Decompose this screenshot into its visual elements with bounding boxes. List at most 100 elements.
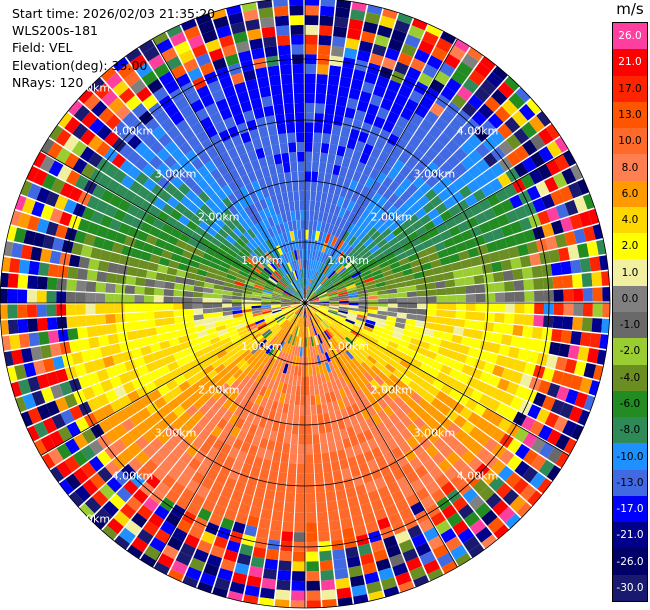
colorbar-label: -2.0 (619, 345, 641, 358)
range-gate (142, 520, 159, 537)
range-gate (303, 268, 305, 279)
range-gate (318, 384, 325, 395)
range-gate (346, 283, 356, 290)
range-gate (236, 358, 247, 369)
range-gate (217, 567, 234, 582)
range-gate (305, 288, 307, 299)
range-gate (180, 398, 193, 411)
range-gate (441, 560, 458, 575)
range-gate (398, 339, 410, 349)
range-gate (72, 450, 88, 467)
range-gate (207, 332, 219, 340)
range-gate (96, 324, 108, 336)
range-gate (350, 268, 360, 276)
range-gate (283, 373, 290, 385)
range-gate (364, 176, 376, 189)
range-gate (279, 182, 287, 194)
range-gate (307, 269, 311, 279)
range-gate (209, 111, 223, 125)
range-gate (294, 512, 305, 523)
range-gate (305, 190, 311, 201)
range-gate (243, 317, 254, 323)
range-gate (490, 459, 507, 476)
range-gate (375, 171, 387, 184)
range-gate (313, 283, 321, 292)
range-gate (279, 352, 286, 363)
range-gate (349, 128, 360, 141)
range-gate (296, 483, 305, 494)
range-gate (278, 202, 286, 214)
range-gate (297, 229, 302, 240)
range-gate (222, 257, 233, 266)
range-gate (89, 77, 105, 93)
range-gate (291, 271, 297, 281)
range-gate (230, 379, 241, 391)
range-gate (464, 276, 475, 286)
range-gate (536, 111, 551, 127)
range-gate (458, 504, 474, 520)
range-gate (142, 242, 155, 254)
range-gate (413, 429, 426, 443)
range-gate (222, 307, 233, 312)
range-gate (573, 288, 584, 302)
range-gate (186, 479, 201, 494)
range-gate (251, 292, 262, 297)
range-gate (173, 283, 185, 291)
range-gate (118, 199, 132, 213)
range-gate (281, 265, 288, 275)
range-gate (151, 246, 164, 257)
range-gate (476, 244, 489, 256)
range-gate (396, 312, 407, 319)
range-gate (126, 496, 143, 512)
range-gate (87, 371, 100, 386)
range-gate (347, 291, 358, 296)
range-gate (187, 34, 204, 49)
range-gate (476, 447, 491, 463)
range-gate (329, 246, 337, 257)
range-gate (271, 421, 280, 432)
range-gate (364, 322, 375, 329)
range-gate (403, 273, 415, 282)
range-gate (243, 260, 254, 269)
range-gate (513, 313, 525, 325)
range-gate (478, 103, 494, 120)
range-gate (463, 535, 480, 552)
range-gate (259, 396, 269, 408)
range-gate (439, 109, 455, 125)
range-gate (149, 389, 162, 402)
range-gate (348, 179, 358, 192)
range-gate (332, 36, 346, 48)
range-gate (291, 304, 301, 309)
range-gate (328, 360, 335, 372)
range-gate (305, 132, 314, 143)
range-gate (366, 134, 378, 147)
range-gate (311, 316, 317, 326)
range-gate (555, 356, 568, 372)
range-gate (104, 293, 115, 303)
range-gate (316, 221, 322, 232)
range-gate (327, 270, 336, 279)
range-gate (293, 250, 298, 261)
range-gate (159, 404, 173, 417)
range-gate (510, 220, 523, 235)
range-gate (254, 200, 263, 212)
range-gate (368, 336, 379, 345)
range-gate (563, 438, 577, 455)
range-gate (329, 301, 340, 303)
range-gate (321, 242, 328, 253)
range-gate (282, 293, 292, 298)
range-gate (397, 307, 408, 314)
range-gate (119, 159, 134, 174)
range-gate (75, 280, 87, 292)
range-gate (338, 218, 347, 229)
range-gate (129, 78, 147, 95)
range-gate (266, 479, 277, 491)
colorbar-segment (613, 49, 647, 77)
range-gate (135, 208, 149, 222)
range-gate (63, 134, 80, 152)
range-gate (429, 466, 444, 480)
range-gate (408, 25, 425, 40)
range-gate (72, 157, 88, 174)
range-gate (87, 135, 104, 151)
range-gate (249, 214, 259, 226)
